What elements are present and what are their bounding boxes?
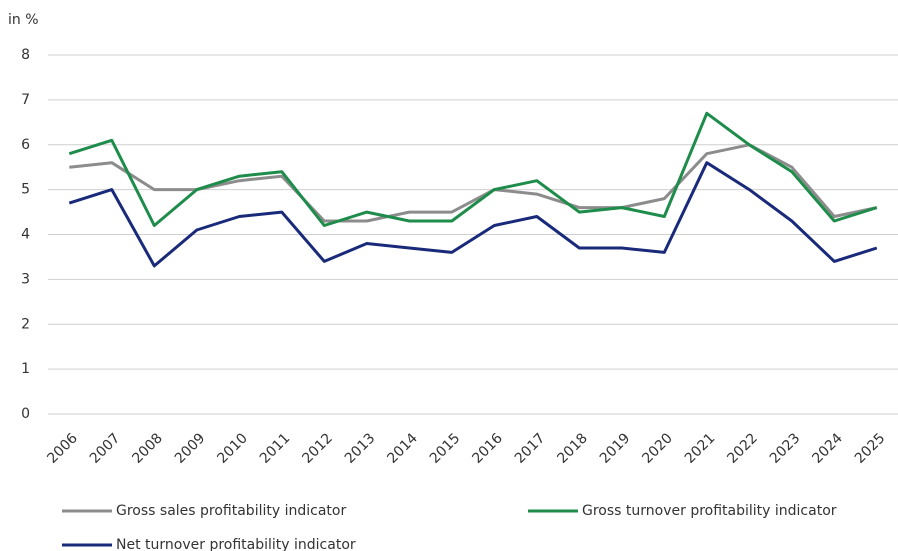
x-tick-label: 2009 [172,430,209,467]
x-tick-label: 2013 [342,430,379,467]
y-tick-label: 3 [21,271,30,287]
x-tick-label: 2006 [44,430,81,467]
legend-label: Net turnover profitability indicator [116,537,356,551]
x-tick-label: 2010 [214,430,251,467]
y-tick-label: 2 [21,316,30,332]
x-tick-label: 2008 [129,430,166,467]
x-tick-label: 2023 [767,430,804,467]
x-tick-label: 2015 [427,430,464,467]
x-tick-label: 2020 [639,430,676,467]
x-tick-label: 2018 [554,430,591,467]
x-tick-label: 2014 [384,430,421,467]
x-tick-label: 2019 [597,430,634,467]
data-line [68,111,878,227]
y-tick-label: 8 [21,47,30,63]
x-tick-label: 2007 [87,430,124,467]
x-tick-label: 2011 [257,430,294,467]
data-line [69,143,878,223]
y-tick-label: 6 [21,137,30,153]
y-tick-label: 1 [21,361,30,377]
x-tick-label: 2016 [469,430,506,467]
y-axis-label: in % [8,12,39,28]
y-tick-label: 0 [21,406,30,422]
legend-label: Gross sales profitability indicator [116,503,346,519]
x-tick-label: 2024 [809,430,846,467]
x-tick-label: 2022 [724,430,761,467]
y-tick-label: 7 [21,92,30,108]
legend-label: Gross turnover profitability indicator [582,503,837,519]
data-line [68,161,878,268]
y-tick-label: 4 [21,227,30,243]
x-tick-label: 2012 [299,430,336,467]
y-tick-label: 5 [21,182,30,198]
x-tick-label: 2017 [512,430,549,467]
x-tick-label: 2021 [682,430,719,467]
x-tick-label: 2025 [852,430,889,467]
